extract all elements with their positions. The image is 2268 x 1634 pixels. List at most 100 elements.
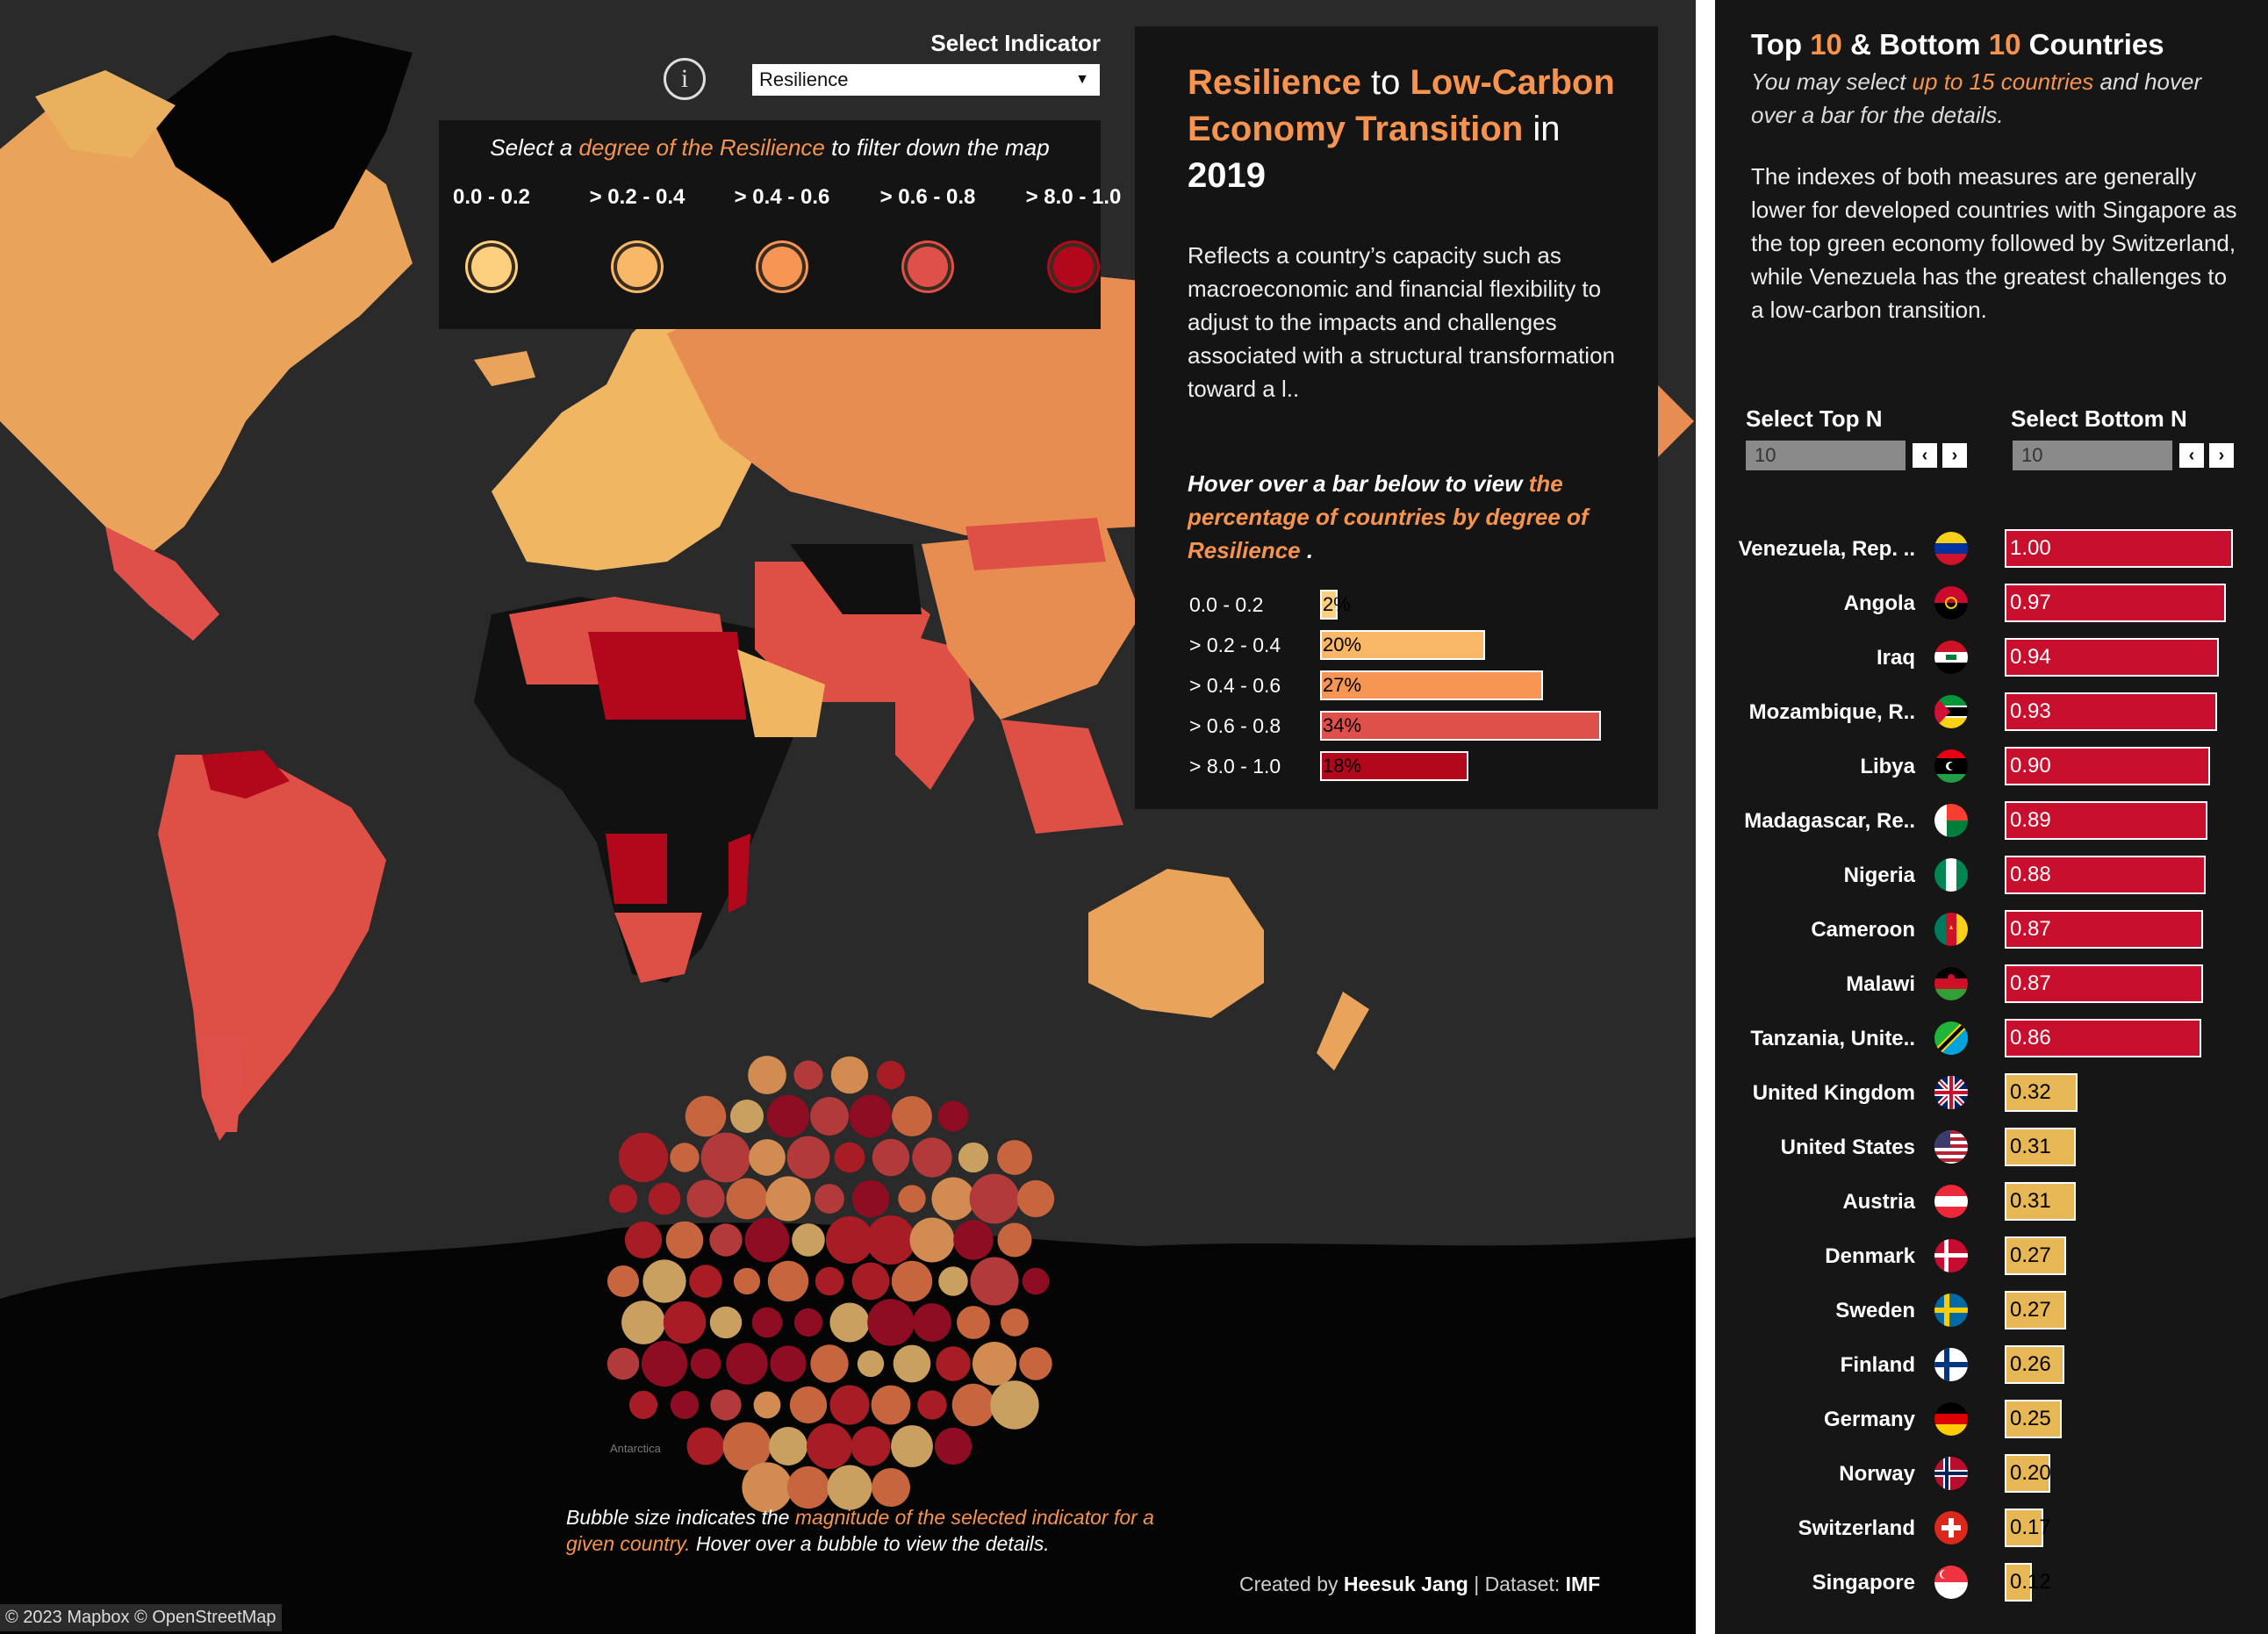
bottom-n-next-button[interactable]: › — [2209, 443, 2234, 468]
country-bubble[interactable] — [648, 1182, 681, 1215]
country-bubble[interactable] — [686, 1427, 725, 1466]
country-bubble[interactable] — [608, 1184, 638, 1214]
country-bubble[interactable] — [786, 1136, 830, 1179]
distribution-bar-0[interactable] — [1320, 590, 1338, 620]
indicator-dropdown[interactable]: Resilience ▼ — [752, 64, 1100, 96]
country-bubble[interactable] — [829, 1385, 870, 1425]
country-bubble[interactable] — [898, 1185, 926, 1213]
country-bubble[interactable] — [970, 1257, 1019, 1306]
country-bubble[interactable] — [618, 1132, 669, 1183]
country-bar[interactable] — [2005, 1128, 2076, 1166]
country-bubble[interactable] — [670, 1390, 700, 1420]
country-bar[interactable] — [2005, 692, 2217, 731]
country-bar[interactable] — [2005, 1509, 2044, 1547]
country-bubble[interactable] — [969, 1173, 1020, 1224]
country-bubble[interactable] — [957, 1306, 990, 1339]
country-bubble[interactable] — [830, 1056, 869, 1094]
country-bubble[interactable] — [624, 1221, 663, 1259]
country-bubble[interactable] — [849, 1094, 893, 1138]
country-bubble[interactable] — [917, 1390, 947, 1420]
country-bubble[interactable] — [872, 1138, 910, 1177]
country-bubble[interactable] — [751, 1307, 783, 1338]
country-bubble[interactable] — [951, 1383, 995, 1427]
country-bubble[interactable] — [851, 1179, 890, 1218]
country-bubble[interactable] — [606, 1347, 640, 1380]
country-bar[interactable] — [2005, 964, 2204, 1003]
country-bubble[interactable] — [730, 1100, 764, 1133]
country-bubble[interactable] — [628, 1390, 658, 1420]
country-bubble[interactable] — [909, 1217, 955, 1263]
country-bubble[interactable] — [641, 1340, 688, 1387]
country-bubble[interactable] — [686, 1179, 725, 1218]
country-bubble[interactable] — [786, 1466, 830, 1509]
country-bar[interactable] — [2005, 1291, 2067, 1329]
country-bubble[interactable] — [744, 1217, 790, 1263]
country-bubble[interactable] — [937, 1100, 969, 1132]
degree-filter-dot-0[interactable] — [471, 247, 512, 287]
country-bubble[interactable] — [997, 1140, 1032, 1175]
country-bubble[interactable] — [834, 1142, 865, 1173]
country-bubble[interactable] — [851, 1262, 890, 1301]
country-bubble[interactable] — [642, 1259, 686, 1303]
country-bubble[interactable] — [726, 1178, 768, 1220]
country-bubble[interactable] — [606, 1265, 640, 1298]
country-bar[interactable] — [2005, 801, 2208, 840]
country-bubble[interactable] — [700, 1132, 751, 1183]
country-bar[interactable] — [2005, 1182, 2076, 1221]
country-bubble[interactable] — [912, 1137, 952, 1178]
country-bar[interactable] — [2005, 584, 2227, 622]
country-bubble[interactable] — [689, 1265, 722, 1298]
country-bubble[interactable] — [806, 1423, 853, 1470]
country-bubble[interactable] — [663, 1301, 707, 1344]
country-bubble[interactable] — [765, 1176, 811, 1222]
country-bubble[interactable] — [793, 1060, 823, 1090]
country-bubble[interactable] — [709, 1306, 743, 1339]
country-bubble[interactable] — [1001, 1308, 1029, 1337]
country-bubble[interactable] — [685, 1095, 727, 1137]
country-bubble[interactable] — [958, 1142, 989, 1173]
country-bubble[interactable] — [815, 1266, 844, 1296]
country-bubble[interactable] — [770, 1345, 807, 1382]
degree-filter-dot-3[interactable] — [908, 247, 948, 287]
distribution-bar-1[interactable] — [1320, 630, 1486, 660]
country-bubble[interactable] — [670, 1143, 700, 1172]
country-bubble[interactable] — [866, 1215, 915, 1265]
country-bar[interactable] — [2005, 910, 2204, 949]
country-bubble[interactable] — [891, 1260, 933, 1302]
country-bubble[interactable] — [789, 1386, 828, 1424]
top-n-prev-button[interactable]: ‹ — [1913, 443, 1937, 468]
country-bubble[interactable] — [867, 1299, 915, 1346]
country-bar[interactable] — [2005, 1236, 2067, 1275]
top-n-input[interactable]: 10 — [1746, 441, 1906, 470]
country-bubble[interactable] — [871, 1385, 911, 1425]
country-bubble[interactable] — [825, 1215, 874, 1265]
country-bubble[interactable] — [857, 1350, 885, 1378]
bottom-n-input[interactable]: 10 — [2013, 441, 2172, 470]
country-bubble[interactable] — [792, 1223, 825, 1257]
degree-filter-dot-2[interactable] — [762, 247, 802, 287]
distribution-bar-3[interactable] — [1320, 711, 1601, 741]
country-bubble[interactable] — [953, 1220, 994, 1260]
country-bubble[interactable] — [972, 1341, 1017, 1387]
country-bar[interactable] — [2005, 529, 2233, 568]
bottom-n-prev-button[interactable]: ‹ — [2179, 443, 2204, 468]
country-bubble[interactable] — [997, 1222, 1032, 1258]
country-bubble[interactable] — [931, 1177, 975, 1221]
country-bubble[interactable] — [665, 1221, 704, 1259]
map-attribution[interactable]: © 2023 Mapbox © OpenStreetMap — [0, 1604, 282, 1631]
country-bubble[interactable] — [913, 1303, 951, 1342]
country-bubble[interactable] — [1022, 1267, 1050, 1295]
country-bubble[interactable] — [722, 1422, 772, 1471]
country-bar[interactable] — [2005, 1073, 2078, 1112]
degree-filter-dot-4[interactable] — [1053, 247, 1094, 287]
country-bubble[interactable] — [891, 1425, 933, 1467]
country-bubble[interactable] — [1016, 1179, 1055, 1218]
country-bubble[interactable] — [827, 1465, 872, 1510]
country-bubble[interactable] — [621, 1301, 665, 1344]
country-bubble[interactable] — [753, 1391, 781, 1419]
country-bar[interactable] — [2005, 638, 2220, 677]
country-bubble[interactable] — [892, 1096, 932, 1136]
country-bubble[interactable] — [934, 1427, 973, 1466]
country-bubble[interactable] — [871, 1467, 911, 1508]
country-bar[interactable] — [2005, 1454, 2050, 1493]
